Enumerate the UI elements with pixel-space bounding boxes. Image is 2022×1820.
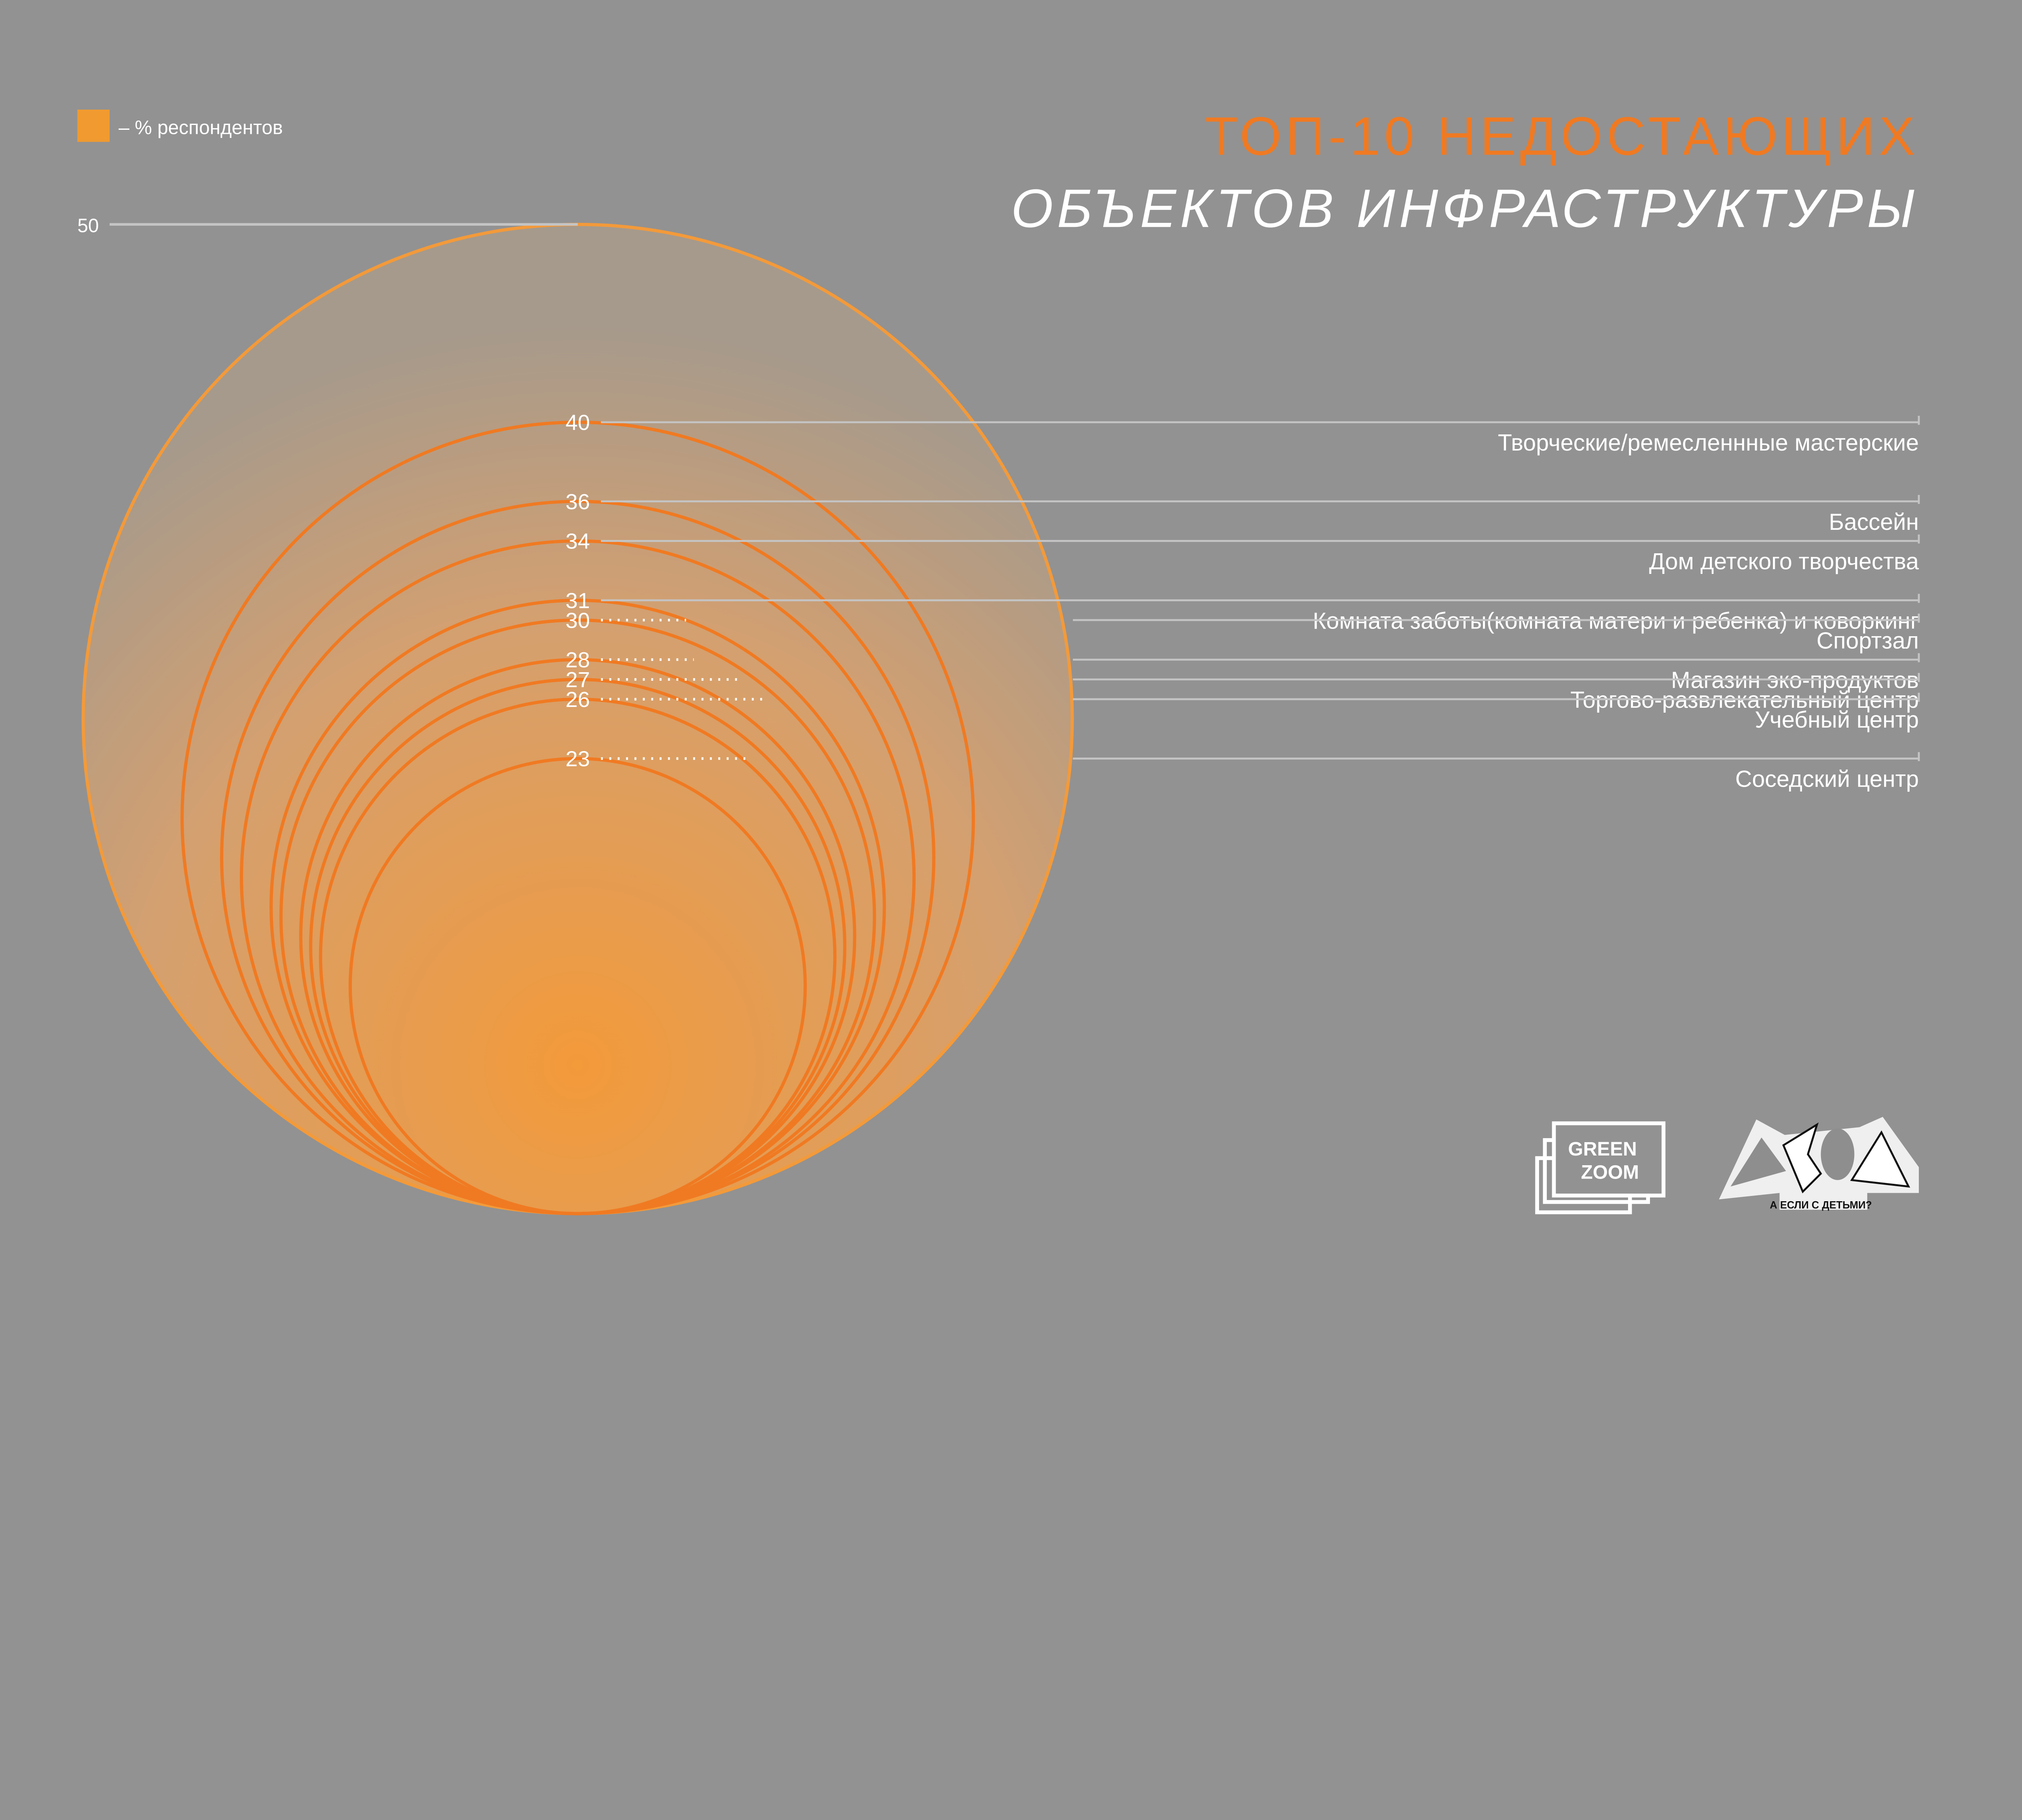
svg-text:А ЕСЛИ С ДЕТЬМИ?: А ЕСЛИ С ДЕТЬМИ? [1770,1200,1872,1211]
value-label: 36 [565,490,590,514]
value-label: 23 [565,747,590,771]
category-label: Дом детского творчества [1649,549,1919,575]
category-label: Учебный центр [1755,707,1919,733]
svg-text:ZOOM: ZOOM [1581,1162,1639,1183]
value-label: 30 [565,608,590,633]
value-label: 26 [565,688,590,712]
title-line-2: ОБЪЕКТОВ ИНФРАСТРУКТУРЫ [1011,178,1919,239]
value-label: 40 [565,411,590,435]
category-label: Спортзал [1817,628,1919,654]
legend-label: – % респондентов [118,117,283,139]
title-line-1: ТОП-10 НЕДОСТАЮЩИХ [1205,106,1919,167]
scale-label-50: 50 [77,215,99,237]
svg-text:GREEN: GREEN [1568,1139,1637,1160]
category-label: Бассейн [1829,509,1919,535]
value-label: 28 [565,648,590,672]
value-label: 27 [565,668,590,692]
category-label: Творческие/ремесленнные мастерские [1498,430,1919,456]
green-zoom-logo: GREEN ZOOM [1535,1121,1666,1215]
a-esli-s-detmi-logo: А ЕСЛИ С ДЕТЬМИ? [1719,1117,1919,1211]
value-label: 34 [565,529,590,554]
category-label: Соседский центр [1735,766,1919,792]
value-label: 31 [565,588,590,613]
circle-23 [349,757,807,1215]
infographic: – % респондентов ТОП-10 НЕДОСТАЮЩИХ ОБЪЕ… [77,106,1920,1215]
legend-swatch [77,110,110,142]
circle-50 [81,222,1074,1215]
